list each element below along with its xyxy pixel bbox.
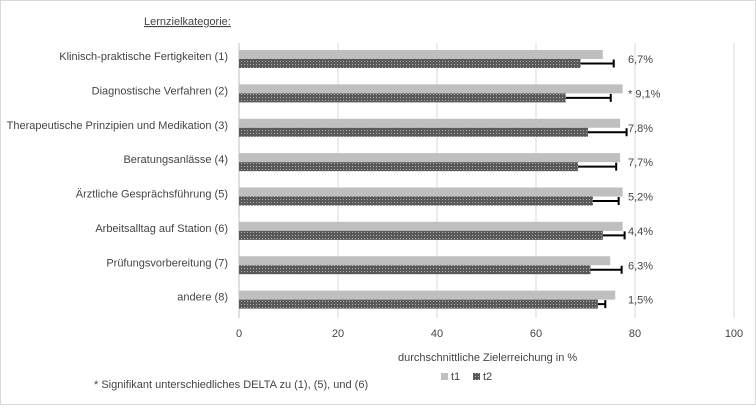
- x-tick-label: 20: [332, 328, 344, 340]
- bar-t1: [239, 187, 623, 197]
- category-label: andere (8): [177, 292, 228, 304]
- x-tick-labels: 0 20 40 60 80 100: [236, 328, 743, 340]
- delta-label: 6,7%: [628, 54, 653, 66]
- legend-swatch-t2: [473, 373, 480, 380]
- bar-t1: [239, 290, 616, 300]
- category-label: Prüfungsvorbereitung (7): [106, 257, 228, 269]
- bar-t1: [239, 84, 623, 94]
- bars: 6,7% * 9,1% 7,8% 7,7% 5,2% 4,4% 6,3% 1,5%: [239, 50, 661, 309]
- bar-t1: [239, 118, 621, 128]
- bar-t2: [239, 230, 603, 240]
- x-tick-label: 100: [725, 328, 743, 340]
- bar-t2: [239, 93, 566, 103]
- category-label: Klinisch-praktische Fertigkeiten (1): [59, 51, 228, 63]
- delta-label: 1,5%: [628, 295, 653, 307]
- delta-label: 4,4%: [628, 226, 653, 238]
- legend: t1 t2: [441, 371, 492, 383]
- bar-t1: [239, 221, 623, 231]
- category-label: Beratungsanlässe (4): [123, 154, 228, 166]
- delta-label: 7,7%: [628, 157, 653, 169]
- x-axis-title: durchschnittliche Zielerreichung in %: [398, 352, 577, 364]
- category-label: Ärztliche Gesprächsführung (5): [76, 189, 228, 201]
- bar-t1: [239, 153, 621, 163]
- bar-t2: [239, 127, 588, 137]
- delta-label: * 9,1%: [628, 88, 661, 100]
- category-label: Arbeitsalltag auf Station (6): [95, 223, 228, 235]
- bar-t1: [239, 256, 611, 266]
- x-tick-label: 80: [629, 328, 641, 340]
- bar-t2: [239, 59, 581, 68]
- bar-t2: [239, 265, 591, 275]
- category-label: Diagnostische Verfahren (2): [92, 85, 228, 97]
- bar-t1: [239, 50, 603, 59]
- bar-t2: [239, 162, 579, 172]
- category-labels: Klinisch-praktische Fertigkeiten (1) Diag…: [7, 51, 228, 304]
- legend-label-t2: t2: [483, 371, 492, 383]
- x-tick-label: 60: [530, 328, 542, 340]
- legend-swatch-t1: [441, 373, 448, 380]
- category-label: Therapeutische Prinzipien und Medikation…: [7, 120, 228, 132]
- x-tick-label: 40: [431, 328, 443, 340]
- bar-t2: [239, 196, 593, 206]
- bar-t2: [239, 299, 598, 309]
- legend-label-t1: t1: [451, 371, 460, 383]
- delta-label: 7,8%: [628, 123, 653, 135]
- footnote: * Signifikant unterschiedliches DELTA zu…: [94, 379, 368, 391]
- delta-label: 5,2%: [628, 192, 653, 204]
- gridlines: [238, 43, 735, 318]
- delta-label: 6,3%: [628, 260, 653, 272]
- category-heading: Lernzielkategorie:: [144, 16, 231, 28]
- x-tick-label: 0: [236, 328, 242, 340]
